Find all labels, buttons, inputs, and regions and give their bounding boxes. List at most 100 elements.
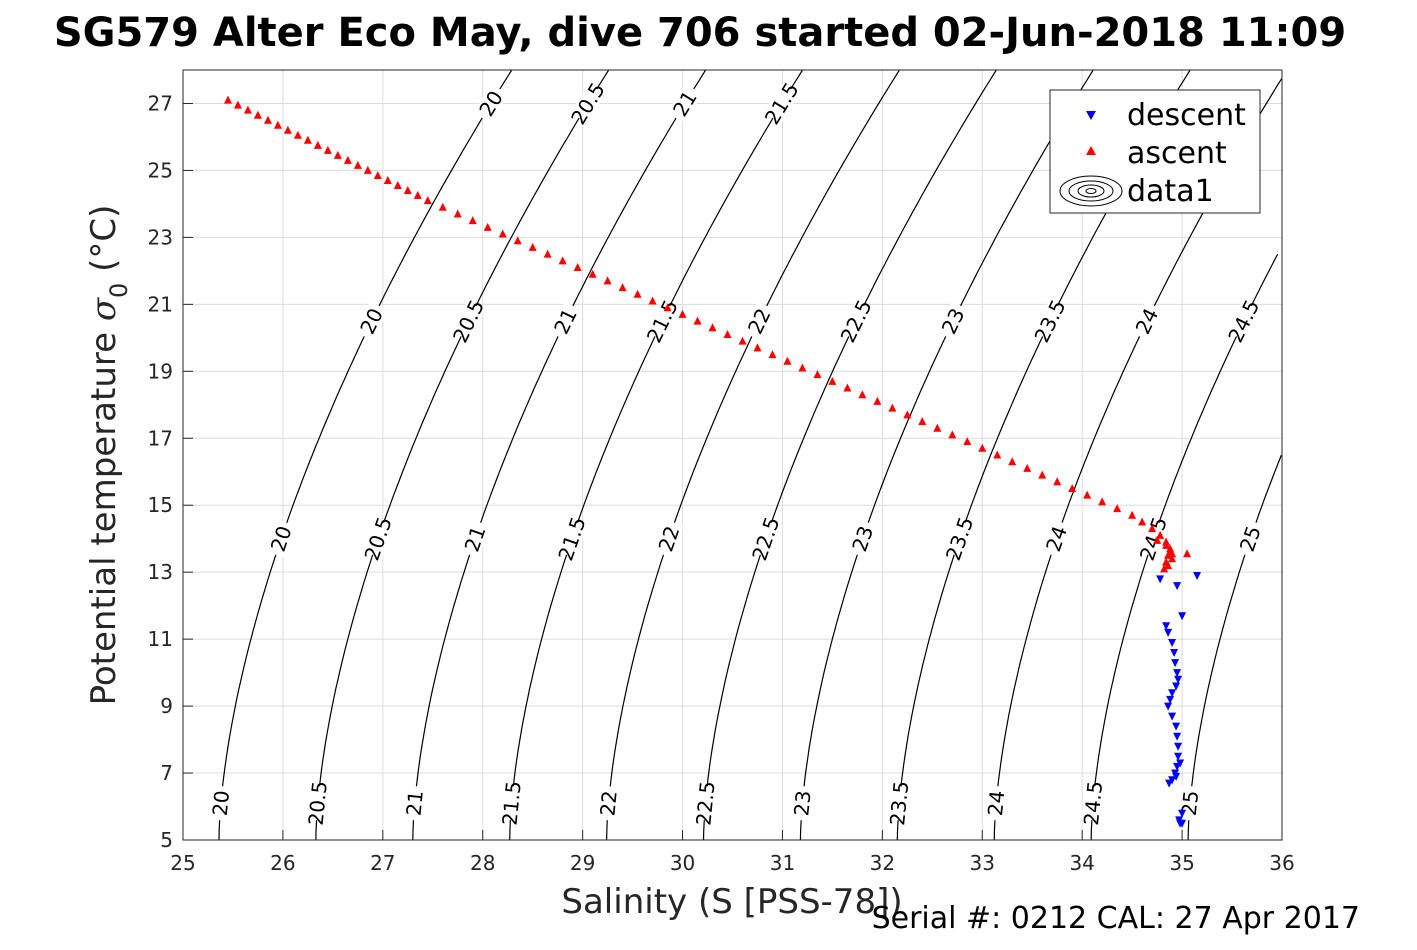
legend-box <box>1049 89 1261 214</box>
descent-point <box>1168 689 1177 698</box>
descent-series <box>1156 572 1202 828</box>
ascent-point <box>828 376 837 385</box>
descent-point <box>1173 669 1182 678</box>
ascent-point <box>903 410 912 419</box>
ascent-point <box>223 95 232 104</box>
density-contour-line <box>702 69 997 841</box>
ascent-point <box>1168 554 1177 563</box>
density-contour-label-mask <box>1081 785 1105 822</box>
density-contour-label-mask <box>653 519 684 559</box>
ascent-point <box>453 209 462 218</box>
x-tick-label: 32 <box>870 851 895 875</box>
descent-point <box>1176 759 1185 768</box>
descent-point <box>1174 752 1183 761</box>
y-tick-label: 9 <box>160 694 173 718</box>
x-tick-label: 31 <box>770 851 795 875</box>
serial-cal-footer: Serial #: 0212 CAL: 27 Apr 2017 <box>872 901 1360 936</box>
density-contour-label-mask <box>847 519 878 559</box>
density-contour-label-mask <box>460 519 491 559</box>
density-contour-label-mask <box>693 785 718 822</box>
descent-point <box>1174 742 1183 751</box>
descent-point <box>1171 659 1180 668</box>
y-axis-label: Potential temperature σ0 (°C) <box>84 205 133 706</box>
density-contour-line <box>315 69 610 841</box>
ascent-point <box>648 296 657 305</box>
y-axis-ticks: 5 7 9 11 13 15 17 19 21 23 25 27 <box>148 91 193 852</box>
ascent-point <box>678 309 687 318</box>
ascent-point <box>333 150 342 159</box>
x-tick-label: 36 <box>1269 851 1294 875</box>
density-contour-line <box>412 69 707 841</box>
density-contour-line <box>799 69 1094 841</box>
descent-point <box>1173 582 1182 591</box>
density-contour-label: 24.5 <box>1079 780 1107 827</box>
ascent-point <box>393 181 402 189</box>
ascent-point <box>603 276 612 285</box>
ascent-point <box>1023 463 1032 472</box>
ascent-point <box>693 316 702 325</box>
descent-point <box>1178 809 1187 818</box>
ascent-point <box>1008 457 1017 466</box>
y-tick-label: 11 <box>148 627 173 651</box>
y-tick-label: 13 <box>148 560 173 584</box>
density-contour-label: 23.5 <box>885 780 913 827</box>
x-tick-label: 28 <box>470 851 495 875</box>
ascent-point <box>738 336 747 345</box>
legend: descent ascent data1 <box>1049 89 1261 214</box>
density-contour-label-mask <box>549 301 582 341</box>
descent-point <box>1168 638 1177 647</box>
descent-point <box>1174 675 1183 684</box>
ascent-point <box>438 202 447 211</box>
ascent-point <box>588 269 597 278</box>
ascent-point <box>468 216 477 225</box>
descent-point <box>1165 779 1174 788</box>
density-contour-line <box>218 69 513 841</box>
ascent-point <box>1068 483 1077 492</box>
descent-point <box>1162 622 1171 631</box>
ascent-point <box>363 165 372 174</box>
y-tick-label: 7 <box>160 761 173 785</box>
x-axis-label: Salinity (S [PSS-78]) <box>561 882 902 922</box>
descent-point <box>1170 649 1179 658</box>
density-contour-label-mask <box>839 301 873 341</box>
ascent-point <box>1153 535 1162 544</box>
density-contour-label-mask <box>936 301 970 341</box>
ascent-point <box>978 443 987 452</box>
ascent-point <box>313 140 322 149</box>
y-tick-label: 27 <box>148 91 173 115</box>
legend-ascent-marker <box>1086 146 1096 155</box>
ascent-point <box>353 160 362 169</box>
y-tick-label: 19 <box>148 359 173 383</box>
ascent-point <box>768 350 777 359</box>
ascent-point <box>963 437 972 446</box>
x-tick-label: 34 <box>1069 851 1094 875</box>
ascent-point <box>618 283 627 292</box>
density-contour-label-mask <box>887 785 911 822</box>
density-contour-label: 21.5 <box>497 780 525 827</box>
ascent-point <box>948 430 957 439</box>
density-contour-label-mask <box>790 785 815 822</box>
density-contour-label: 21 <box>401 789 427 817</box>
density-contour-label-mask <box>266 519 297 559</box>
y-tick-label: 21 <box>148 292 173 316</box>
ascent-point <box>1183 549 1192 558</box>
y-tick-label: 15 <box>148 493 173 517</box>
ascent-point <box>543 249 552 258</box>
ascent-point <box>383 175 392 184</box>
ascent-point <box>283 125 292 134</box>
density-contour-label: 24 <box>983 789 1009 817</box>
ascent-point <box>273 120 282 129</box>
ascent-point <box>858 390 867 399</box>
descent-point <box>1172 682 1181 691</box>
y-tick-label: 23 <box>148 225 173 249</box>
x-axis-ticks: 25 26 27 28 29 30 31 32 33 34 35 36 <box>170 830 1295 875</box>
descent-point <box>1193 572 1202 581</box>
ascent-point <box>1138 517 1147 526</box>
ascent-series <box>223 95 1192 573</box>
density-contour-label-mask <box>984 785 1008 822</box>
descent-point <box>1156 575 1165 584</box>
descent-point <box>1166 695 1175 704</box>
